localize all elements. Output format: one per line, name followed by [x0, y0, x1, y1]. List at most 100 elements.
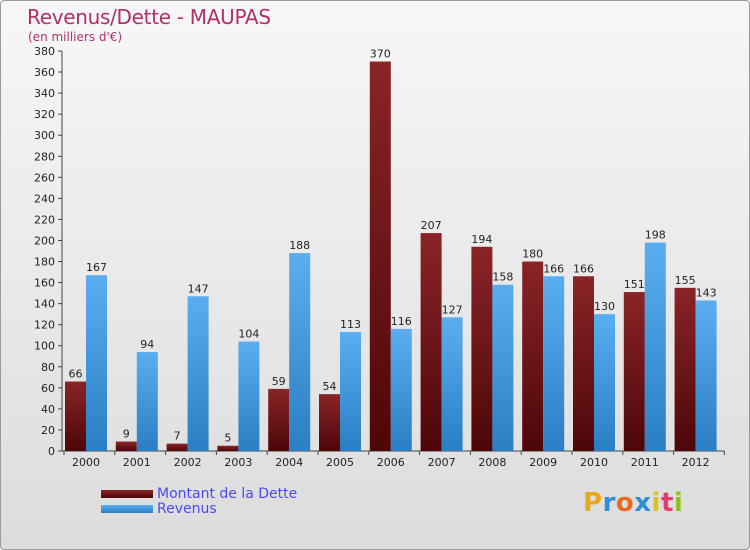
y-tick-label: 260 — [34, 171, 55, 184]
logo-letter: t — [660, 488, 674, 518]
y-tick-label: 300 — [34, 129, 55, 142]
bar-revenus — [644, 242, 666, 451]
data-label: 370 — [370, 48, 391, 61]
bar-dette — [522, 261, 544, 451]
data-label: 9 — [123, 428, 130, 441]
data-label: 180 — [522, 248, 543, 261]
data-label: 166 — [543, 262, 564, 275]
y-tick-label: 200 — [34, 234, 55, 247]
bar-dette — [65, 381, 86, 451]
x-tick-label: 2010 — [580, 456, 608, 469]
y-tick-label: 240 — [34, 192, 55, 205]
bar-revenus — [441, 317, 463, 451]
data-label: 147 — [188, 282, 209, 295]
y-tick-label: 180 — [34, 256, 55, 269]
x-tick-label: 2012 — [682, 456, 710, 469]
data-label: 127 — [442, 303, 463, 316]
x-tick-label: 2005 — [326, 456, 354, 469]
logo-letter: o — [615, 488, 635, 518]
x-tick-label: 2001 — [123, 456, 151, 469]
y-tick-label: 0 — [48, 445, 55, 458]
logo-letter: r — [602, 488, 616, 518]
data-label: 194 — [471, 233, 492, 246]
x-tick-label: 2002 — [174, 456, 202, 469]
data-label: 5 — [224, 432, 231, 445]
data-label: 188 — [289, 239, 310, 252]
data-label: 7 — [174, 430, 181, 443]
bars-group — [65, 61, 717, 452]
bar-revenus — [136, 352, 158, 451]
x-tick-label: 2006 — [377, 456, 405, 469]
data-label: 155 — [675, 274, 696, 287]
y-tick-label: 60 — [41, 382, 55, 395]
legend-label-revenus: Revenus — [157, 501, 217, 517]
data-label: 104 — [238, 328, 259, 341]
data-label: 158 — [492, 271, 513, 284]
data-label: 143 — [696, 286, 717, 299]
bar-revenus — [492, 284, 514, 451]
x-tick-label: 2000 — [72, 456, 100, 469]
y-tick-label: 320 — [34, 108, 55, 121]
x-tick-label: 2004 — [275, 456, 303, 469]
bar-dette — [319, 394, 340, 451]
y-tick-label: 120 — [34, 319, 55, 332]
data-label: 151 — [624, 278, 645, 291]
data-label: 198 — [645, 229, 666, 242]
data-label: 207 — [421, 219, 442, 232]
bar-revenus — [543, 276, 565, 451]
x-tick-label: 2011 — [631, 456, 659, 469]
proxiti-logo: Proxiti — [583, 488, 683, 518]
y-tick-label: 380 — [34, 45, 55, 58]
bar-revenus — [390, 328, 412, 451]
bar-revenus — [340, 332, 361, 451]
x-tick-label: 2008 — [478, 456, 506, 469]
data-label: 166 — [573, 262, 594, 275]
chart-subtitle: (en milliers d'€) — [28, 30, 123, 44]
bar-dette — [623, 292, 645, 451]
x-tick-label: 2003 — [224, 456, 252, 469]
bar-dette — [268, 388, 290, 451]
logo-letter: i — [651, 488, 661, 518]
bar-dette — [217, 445, 239, 451]
logo-letter: x — [634, 488, 652, 518]
y-tick-label: 340 — [34, 87, 55, 100]
y-tick-label: 20 — [41, 424, 55, 437]
data-label: 113 — [340, 318, 361, 331]
x-tick-label: 2009 — [529, 456, 557, 469]
bar-revenus — [594, 314, 615, 451]
data-label: 116 — [391, 315, 412, 328]
data-label: 66 — [69, 368, 83, 381]
data-label: 54 — [323, 380, 337, 393]
bar-dette — [166, 443, 188, 451]
logo-letter: i — [673, 488, 684, 518]
y-tick-label: 40 — [41, 403, 55, 416]
legend-label-dette: Montant de la Dette — [157, 486, 298, 502]
bar-dette — [471, 246, 493, 451]
legend-swatch-revenus — [101, 505, 153, 513]
bar-dette — [420, 233, 442, 451]
x-tick-label: 2007 — [428, 456, 456, 469]
y-tick-label: 80 — [41, 361, 55, 374]
data-label: 167 — [86, 261, 107, 274]
y-tick-label: 220 — [34, 213, 55, 226]
bar-dette — [369, 61, 391, 452]
bar-revenus — [289, 253, 311, 451]
data-label: 59 — [272, 375, 286, 388]
bar-dette — [115, 441, 137, 451]
bar-revenus — [187, 296, 209, 451]
y-tick-label: 280 — [34, 150, 55, 163]
y-tick-label: 360 — [34, 66, 55, 79]
legend-swatch-dette — [101, 490, 153, 498]
data-label: 94 — [140, 338, 154, 351]
y-tick-label: 160 — [34, 277, 55, 290]
bar-revenus — [238, 341, 260, 451]
data-label: 130 — [594, 300, 615, 313]
logo-letter: P — [583, 488, 603, 518]
bar-revenus — [86, 275, 107, 451]
axes: 0 20 40 60 80 100 120 140 160 180 200 220 240 260 280 3… — [34, 45, 725, 469]
bar-dette — [573, 276, 594, 451]
y-tick-label: 140 — [34, 298, 55, 311]
bar-dette — [674, 287, 696, 451]
